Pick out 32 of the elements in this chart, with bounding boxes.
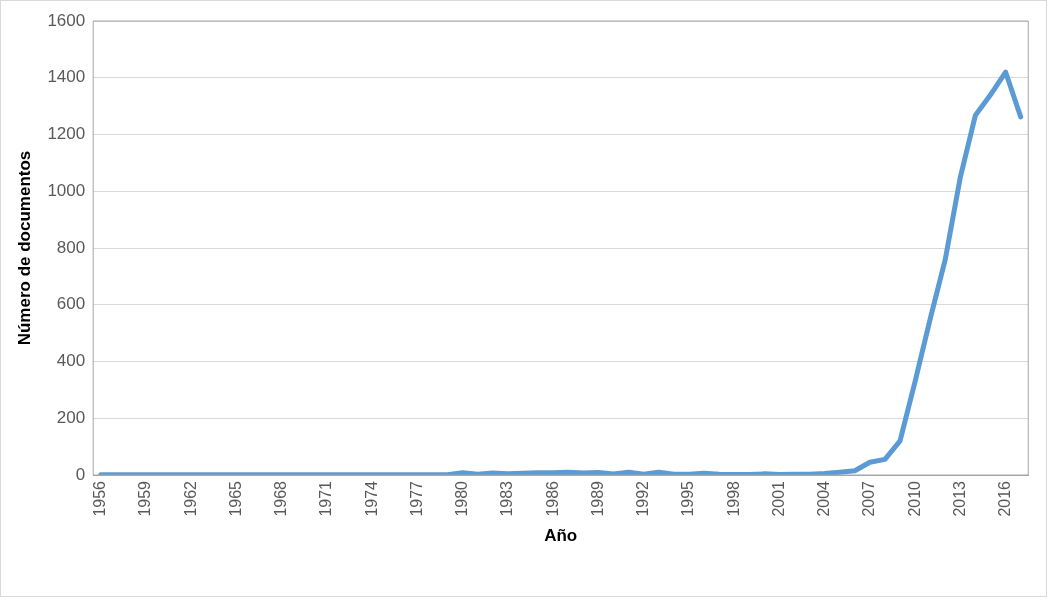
y-tick-label: 0 [75,464,86,484]
y-tick-label: 800 [56,237,86,257]
y-tick-label: 600 [56,294,86,314]
y-tick-label: 200 [56,407,86,427]
x-tick-label: 1974 [362,480,380,517]
y-tick-label: 1600 [47,10,86,30]
y-tick-label: 400 [56,351,86,371]
x-tick-label: 2013 [950,480,968,517]
x-tick-label: 1983 [498,480,516,517]
x-tick-label: 1956 [91,480,109,517]
y-tick-label: 1000 [47,180,86,200]
y-tick-label: 1200 [47,124,86,144]
x-tick-label: 1965 [226,480,244,517]
x-tick-label: 1971 [317,480,335,517]
x-tick-label: 1986 [543,480,561,517]
x-tick-label: 1962 [181,480,199,517]
x-tick-label: 1998 [724,480,742,517]
x-tick-label: 1980 [453,480,471,517]
x-tick-label: 2016 [996,480,1013,517]
x-tick-label: 1968 [272,480,290,517]
y-tick-label: 1400 [47,67,86,87]
y-axis-title: Número de documentos [14,150,34,346]
x-tick-label: 2004 [815,480,833,517]
x-axis-title: Año [544,526,578,546]
x-tick-label: 2001 [769,480,787,517]
x-tick-label: 1995 [679,480,697,517]
x-tick-label: 1977 [407,480,425,517]
x-tick-label: 1992 [634,480,652,517]
x-tick-label: 1989 [588,480,606,517]
x-tick-label: 2007 [860,480,878,517]
x-tick-label: 1959 [136,480,154,517]
x-tick-label: 2010 [905,480,923,517]
